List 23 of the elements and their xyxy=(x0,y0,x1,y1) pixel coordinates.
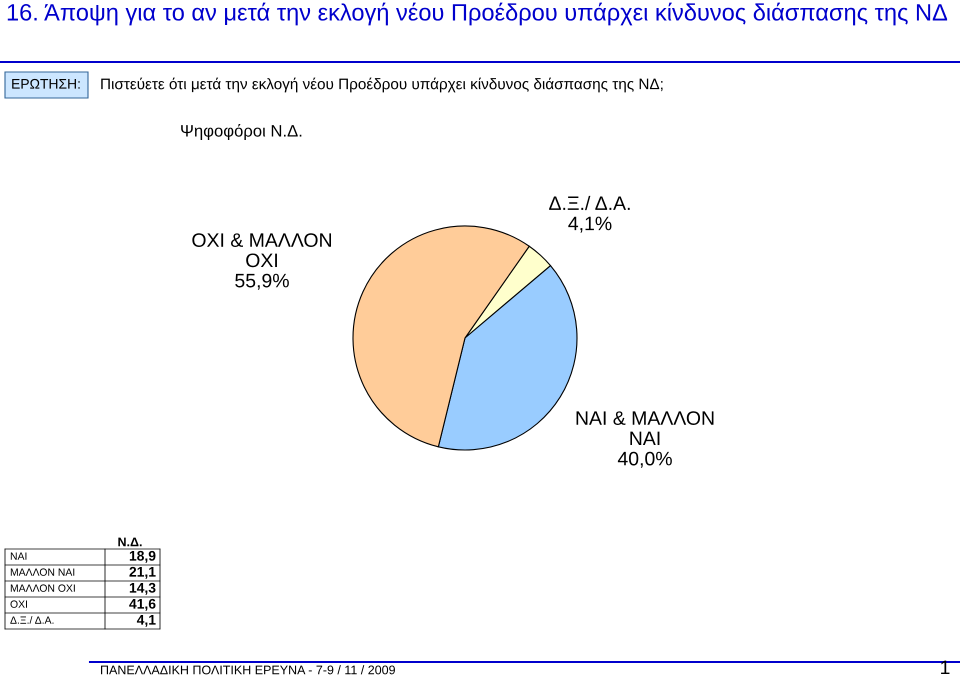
text: Ψηφοφόροι Ν.Δ. xyxy=(181,124,302,140)
text: Ν.Δ. xyxy=(118,538,142,546)
data-label: 18,9 xyxy=(130,550,156,563)
category-label: ΝΑΙ xyxy=(10,552,26,560)
category-label: Δ.Ξ./ Δ.Α. xyxy=(10,616,54,624)
data-label: 40,0% xyxy=(618,452,672,468)
data-label: 55,9% xyxy=(235,274,289,290)
data-label: 41,6 xyxy=(129,598,156,611)
slice-label: ΟΧΙ & ΜΑΛΛΟΝ ΟΧΙ xyxy=(192,233,331,268)
slice-label: Δ.Ξ./ Δ.Α. xyxy=(549,196,630,210)
data-label: 14,3 xyxy=(130,582,156,595)
chart-subtitle: Πιστεύετε ότι μετά την εκλογή νέου Προέδρου υπάρχει κίνδυνος διάσπασης της ΝΔ; xyxy=(101,78,663,92)
data-label: 4,1 xyxy=(136,615,156,627)
text: ΠΑΝΕΛΛΑΔΙΚΗ ΠΟΛΙΤΙΚΗ ΕΡΕΥΝΑ - 7-9 / 11 / 2009 xyxy=(101,665,395,674)
chart-title: 16. Άποψη για το αν μετά την εκλογή νέου Προέδρου υπάρχει κίνδυνος διάσπασης της ΝΔ xyxy=(8,2,948,26)
data-label: 21,1 xyxy=(129,566,156,579)
text: ΕΡΩΤΗΣΗ: xyxy=(12,78,80,89)
category-label: ΜΑΛΛΟΝ ΝΑΙ xyxy=(10,568,74,576)
text: 1 xyxy=(941,660,950,674)
data-label: 4,1% xyxy=(568,216,612,233)
slice-label: ΝΑΙ & ΜΑΛΛΟΝ ΝΑΙ xyxy=(576,411,714,446)
category-label: ΟΧΙ xyxy=(10,600,27,608)
category-label: ΜΑΛΛΟΝ ΟΧΙ xyxy=(10,584,75,592)
